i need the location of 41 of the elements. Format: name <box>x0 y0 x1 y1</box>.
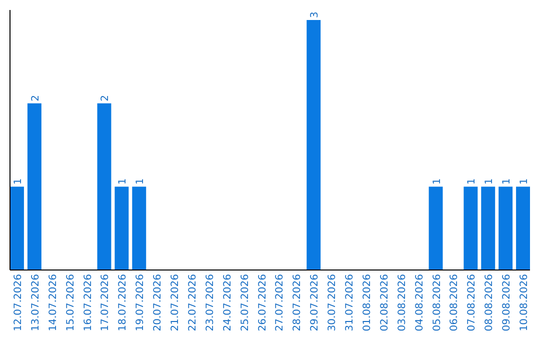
x-tick-label: 15.07.2026 <box>65 274 76 332</box>
x-tick-label: 26.07.2026 <box>257 274 268 332</box>
data-label: 3 <box>310 12 321 18</box>
x-tick-label: 28.07.2026 <box>292 274 304 332</box>
x-tick-label: 24.07.2026 <box>222 274 234 332</box>
x-tick-label: 19.07.2026 <box>135 274 146 332</box>
x-tick-label: 07.08.2026 <box>466 274 478 332</box>
x-tick-label: 18.07.2026 <box>118 274 129 332</box>
x-tick-label: 09.08.2026 <box>502 274 513 332</box>
data-label: 1 <box>12 178 24 185</box>
x-tick-label: 02.08.2026 <box>379 274 390 332</box>
x-tick-label: 20.07.2026 <box>152 274 164 332</box>
data-label: 2 <box>30 94 42 102</box>
x-tick-label: 30.07.2026 <box>327 274 338 332</box>
x-tick-label: 03.08.2026 <box>396 274 408 332</box>
x-tick-label: 27.07.2026 <box>274 274 286 332</box>
x-tick-label: 05.08.2026 <box>432 274 443 332</box>
x-tick-label: 01.08.2026 <box>362 274 373 332</box>
x-tick-label: 16.07.2026 <box>82 274 94 332</box>
x-tick-label: 08.08.2026 <box>484 274 496 332</box>
x-tick-label: 12.07.2026 <box>12 274 24 332</box>
data-label: 1 <box>432 178 443 185</box>
x-tick-label: 31.07.2026 <box>344 274 356 332</box>
x-tick-label: 06.08.2026 <box>449 274 460 332</box>
data-label: 1 <box>502 178 513 185</box>
x-tick-label: 14.07.2026 <box>48 274 59 332</box>
x-tick-label: 10.08.2026 <box>519 274 530 332</box>
data-label: 1 <box>466 178 478 185</box>
data-label: 1 <box>519 178 530 185</box>
x-tick-label: 21.07.2026 <box>170 274 182 332</box>
data-label: 1 <box>118 178 129 185</box>
x-tick-label: 29.07.2026 <box>310 274 321 332</box>
data-label: 2 <box>100 94 112 102</box>
x-tick-label: 23.07.2026 <box>204 274 216 332</box>
x-tick-label: 13.07.2026 <box>30 274 42 332</box>
x-tick-label: 25.07.2026 <box>240 274 251 332</box>
data-label: 1 <box>484 178 496 185</box>
x-tick-label: 17.07.2026 <box>100 274 112 332</box>
x-tick-label: 22.07.2026 <box>187 274 198 332</box>
data-label: 1 <box>135 178 146 185</box>
x-tick-label: 04.08.2026 <box>414 274 426 332</box>
